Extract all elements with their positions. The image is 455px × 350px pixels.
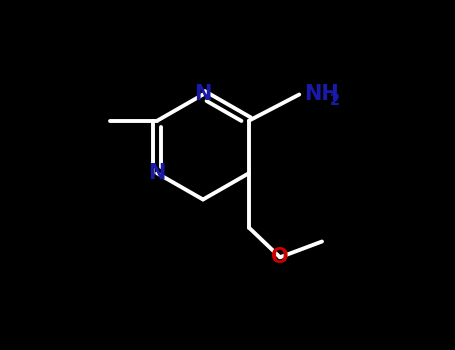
Text: N: N bbox=[148, 163, 166, 183]
Text: O: O bbox=[271, 247, 289, 267]
Text: 2: 2 bbox=[330, 93, 340, 108]
Text: NH: NH bbox=[304, 84, 339, 105]
Text: N: N bbox=[194, 84, 212, 105]
